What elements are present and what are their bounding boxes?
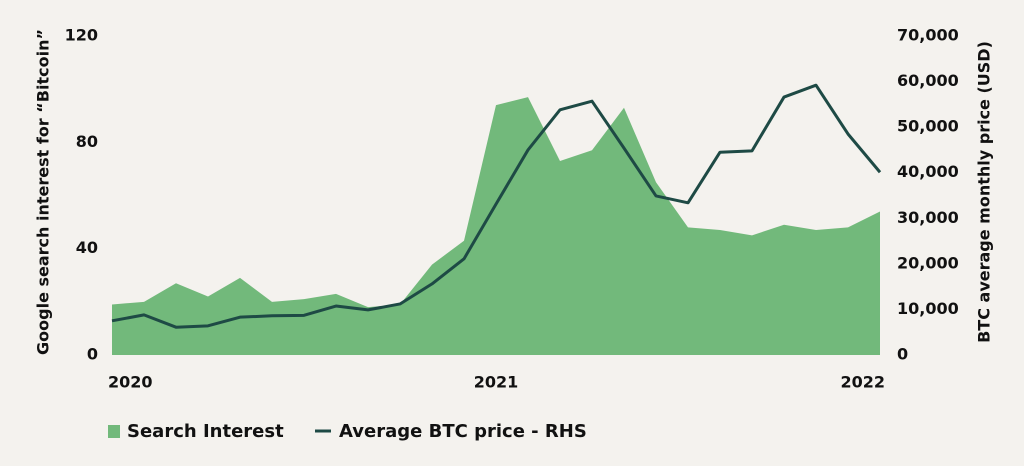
x-tick-label: 2020 bbox=[108, 373, 153, 392]
y2-tick-label: 0 bbox=[897, 345, 908, 364]
legend-label: Search Interest bbox=[127, 421, 284, 442]
y-axis-title: Google search interest for “Bitcoin” bbox=[34, 29, 53, 355]
y2-tick-label: 40,000 bbox=[897, 162, 959, 181]
y2-tick-label: 30,000 bbox=[897, 208, 959, 227]
y2-tick-label: 10,000 bbox=[897, 299, 959, 318]
x-tick-label: 2021 bbox=[474, 373, 519, 392]
line bbox=[111, 83, 882, 329]
y2-tick-label: 50,000 bbox=[897, 117, 959, 136]
y2-axis-title: BTC average monthly price (USD) bbox=[975, 41, 994, 343]
x-tick-label: 2022 bbox=[840, 373, 885, 392]
y-tick-label: 0 bbox=[87, 345, 98, 364]
legend-swatch bbox=[108, 425, 120, 438]
area bbox=[112, 97, 880, 356]
y2-tick-label: 20,000 bbox=[897, 253, 959, 272]
y2-tick-label: 70,000 bbox=[897, 26, 959, 45]
legend-label: Average BTC price - RHS bbox=[339, 421, 587, 442]
y-tick-label: 120 bbox=[65, 26, 98, 45]
y-tick-label: 80 bbox=[76, 132, 98, 151]
y-tick-label: 40 bbox=[76, 238, 98, 257]
y2-tick-label: 60,000 bbox=[897, 71, 959, 90]
